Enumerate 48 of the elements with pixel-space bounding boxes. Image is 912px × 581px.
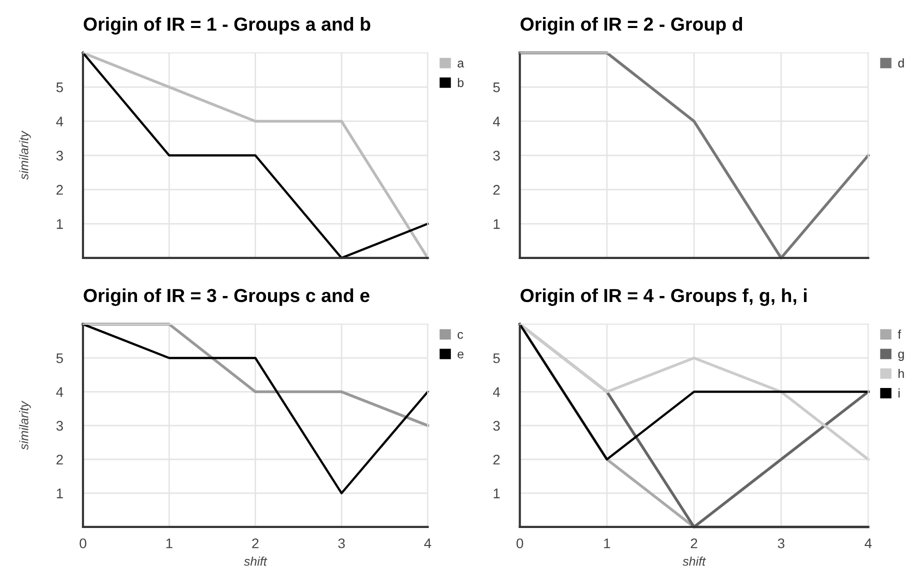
legend-label: c <box>458 332 464 339</box>
legend-label: h <box>898 368 904 378</box>
x-tick-label: 0 <box>80 538 86 548</box>
legend-label: a <box>458 60 464 68</box>
legend-label: e <box>458 352 464 358</box>
legend-label: d <box>898 58 904 68</box>
y-tick-label: 3 <box>493 150 500 161</box>
x-tick-label: 2 <box>690 538 698 548</box>
y-axis-title: similarity <box>19 130 31 180</box>
chart-title: Origin of IR = 1 - Groups a and b <box>84 17 370 35</box>
x-tick-label: 3 <box>338 538 345 548</box>
y-tick-label: 5 <box>56 82 63 92</box>
y-tick-label: 2 <box>56 184 63 195</box>
y-tick-label: 3 <box>56 150 63 161</box>
y-axis-title: similarity <box>19 400 31 450</box>
x-tick-label: 2 <box>252 538 259 548</box>
y-tick-label: 4 <box>56 116 64 126</box>
y-tick-label: 4 <box>492 116 500 126</box>
y-tick-label: 2 <box>493 454 500 464</box>
x-tick-label: 1 <box>604 538 610 548</box>
x-axis-title: shift <box>244 556 268 566</box>
y-tick-label: 2 <box>56 454 63 464</box>
chart-title: Origin of IR = 3 - Groups c and e <box>84 288 370 306</box>
legend-label: f <box>898 330 902 339</box>
legend-label: b <box>458 78 464 88</box>
chart-title: Origin of IR = 4 - Groups f, g, h, i <box>520 288 807 306</box>
legend-label: i <box>898 388 900 398</box>
y-tick-label: 1 <box>494 219 500 229</box>
x-tick-label: 4 <box>864 538 872 548</box>
x-tick-label: 4 <box>424 538 432 548</box>
y-tick-label: 1 <box>56 488 63 498</box>
y-tick-label: 2 <box>493 184 500 195</box>
y-tick-label: 5 <box>56 353 63 364</box>
legend-label: g <box>898 352 904 361</box>
chart-title: Origin of IR = 2 - Group d <box>520 17 742 35</box>
x-tick-label: 0 <box>516 538 524 548</box>
x-tick-label: 3 <box>778 538 784 548</box>
line-series <box>518 51 870 260</box>
y-tick-label: 3 <box>493 420 500 431</box>
y-tick-label: 4 <box>492 387 500 397</box>
y-tick-label: 5 <box>493 353 500 364</box>
x-tick-label: 1 <box>166 538 172 548</box>
y-tick-label: 1 <box>494 488 500 498</box>
y-tick-label: 3 <box>56 420 63 431</box>
y-tick-label: 4 <box>56 387 64 397</box>
y-tick-label: 1 <box>56 219 63 229</box>
x-axis-title: shift <box>682 556 706 566</box>
y-tick-label: 5 <box>493 82 500 92</box>
